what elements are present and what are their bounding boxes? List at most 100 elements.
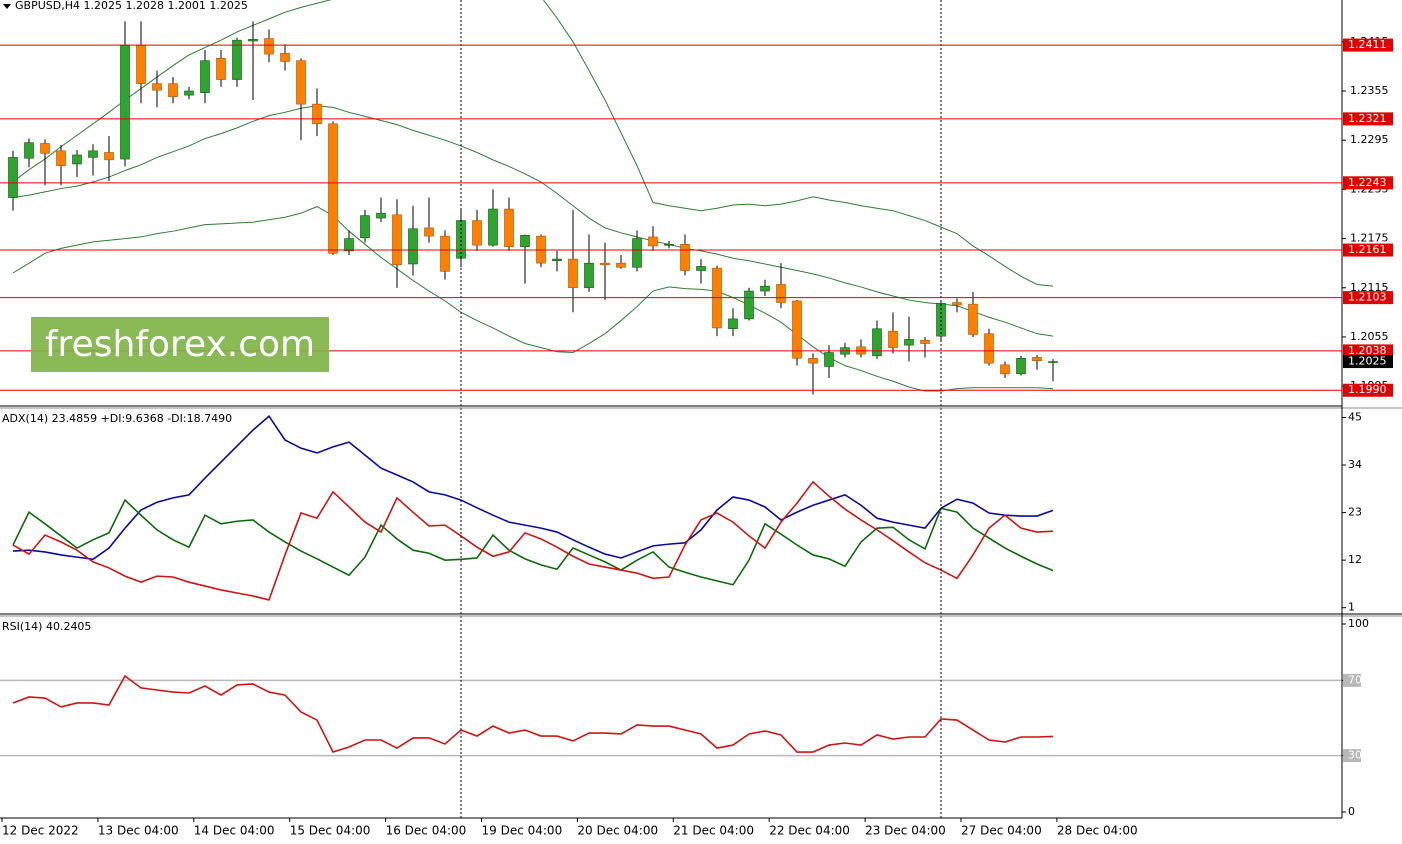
overlay-layer: 1.2411 1.2321 1.2243 1.2161 1.2103 1.2038 1.19… (0, 38, 1393, 838)
candle-body (824, 352, 834, 367)
indicator-tick-label: 23 (1348, 506, 1362, 519)
rsi-title: RSI(14) 40.2405 (2, 620, 91, 633)
candle-body (360, 215, 370, 239)
candle-body (792, 300, 802, 359)
candle-body (440, 235, 450, 272)
candle-body (776, 284, 786, 303)
candle-body (72, 154, 82, 165)
indicator-tick-label: 34 (1348, 458, 1362, 471)
candle-body (184, 90, 194, 96)
level-label: 1.2321 (1348, 112, 1387, 125)
candle-body (568, 258, 578, 289)
time-label: 23 Dec 04:00 (865, 824, 946, 838)
candle-body (232, 39, 242, 80)
level-label-box (1343, 383, 1393, 397)
level-label-box (1343, 291, 1393, 305)
candle-body (1048, 361, 1058, 363)
time-label: 12 Dec 2022 (2, 824, 79, 838)
candle-body (952, 302, 962, 306)
candle-body (376, 212, 386, 219)
time-label: 14 Dec 04:00 (194, 824, 275, 838)
candle-body (888, 330, 898, 348)
watermark: freshforex.com (45, 324, 315, 365)
indicator-line (12, 0, 1054, 287)
candle-body (584, 262, 594, 289)
candle-body (488, 208, 498, 246)
candle-body (8, 157, 18, 198)
indicator-tick-label: 70 (1348, 673, 1362, 686)
indicator-line (12, 498, 1054, 586)
candle-body (680, 244, 690, 271)
candle-body (920, 339, 930, 344)
level-label: 1.2038 (1348, 344, 1387, 357)
time-label: 22 Dec 04:00 (769, 824, 850, 838)
candle-body (984, 333, 994, 364)
time-label: 21 Dec 04:00 (673, 824, 754, 838)
time-label: 28 Dec 04:00 (1057, 824, 1138, 838)
level-label: 1.2243 (1348, 176, 1387, 189)
current-price-label: 1.2025 (1348, 355, 1387, 368)
candle-body (328, 123, 338, 254)
level-label: 1.1990 (1348, 383, 1387, 396)
level-label-box (1343, 112, 1393, 126)
candle-body (648, 236, 658, 247)
candle-body (504, 208, 514, 248)
indicator-tick-label: 12 (1348, 553, 1362, 566)
indicator-line (12, 105, 1054, 337)
time-label: 20 Dec 04:00 (577, 824, 658, 838)
watermark-box (31, 317, 329, 372)
candle-body (552, 258, 562, 262)
candle-body (744, 290, 754, 320)
candle-body (408, 228, 418, 265)
current-price-box (1343, 355, 1393, 369)
candle-body (1016, 357, 1026, 375)
time-label: 13 Dec 04:00 (98, 824, 179, 838)
candle-body (472, 220, 482, 246)
time-label: 19 Dec 04:00 (482, 824, 563, 838)
candle-body (728, 318, 738, 330)
candle-body (104, 152, 114, 161)
candle-body (136, 44, 146, 84)
indicator-line (12, 674, 1054, 753)
price-tick-label: 1.2055 (1350, 330, 1389, 343)
price-tick-label: 1.2115 (1350, 281, 1389, 294)
time-label: 27 Dec 04:00 (961, 824, 1042, 838)
time-label: 16 Dec 04:00 (386, 824, 467, 838)
indicator-tick-label: 1 (1348, 601, 1355, 614)
candle-body (56, 150, 66, 166)
candle-body (664, 244, 674, 246)
candle-body (200, 60, 210, 93)
candle-body (600, 262, 610, 266)
candle-body (280, 52, 290, 62)
level-label-box (1343, 344, 1393, 358)
candle-body (296, 60, 306, 105)
candle-body (152, 83, 162, 91)
indicator-line (12, 480, 1054, 601)
level-label: 1.2103 (1348, 291, 1387, 304)
candle-body (632, 238, 642, 268)
candle-body (1000, 364, 1010, 375)
candle-body (904, 339, 914, 346)
level-tick-box (1343, 749, 1361, 763)
candle-body (760, 285, 770, 292)
candle-body (808, 357, 818, 364)
candle-body (216, 57, 226, 80)
indicator-tick-label: 30 (1348, 749, 1362, 762)
indicator-tick-label: 100 (1348, 617, 1369, 630)
time-label: 15 Dec 04:00 (290, 824, 371, 838)
indicator-line (12, 415, 1054, 561)
menu-triangle[interactable] (3, 4, 11, 9)
level-label-box (1343, 38, 1393, 52)
price-tick-label: 1.2355 (1350, 84, 1389, 97)
candle-body (616, 262, 626, 268)
candle-body (88, 150, 98, 158)
candle-body (696, 266, 706, 271)
candle-body (168, 83, 178, 98)
price-tick-label: 1.2175 (1350, 232, 1389, 245)
candle-body (248, 39, 258, 42)
candle-body (120, 44, 130, 160)
candle-body (424, 227, 434, 237)
candle-body (40, 143, 50, 154)
